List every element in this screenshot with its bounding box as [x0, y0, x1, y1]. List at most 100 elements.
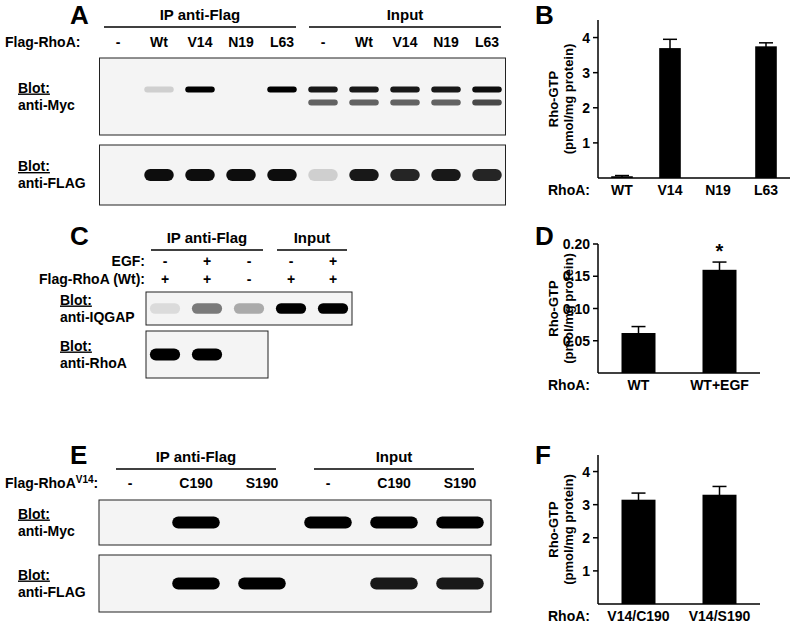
lane-label: -: [326, 475, 331, 491]
band: [226, 169, 256, 181]
lane-label: -: [247, 253, 252, 269]
y-tick-label: 3: [582, 65, 590, 81]
band: [267, 100, 297, 106]
band: [172, 578, 220, 590]
error-stem: [719, 262, 721, 277]
panel-letter: E: [70, 440, 87, 470]
lane-label: N19: [433, 34, 459, 50]
panel-letter: F: [535, 440, 551, 470]
error-stem: [638, 327, 640, 340]
blot-antibody: anti-Myc: [18, 523, 75, 539]
panel-letter: C: [70, 221, 89, 251]
band: [238, 578, 286, 590]
y-axis: [597, 20, 599, 178]
header-rule: [277, 249, 347, 251]
group-header: Input: [387, 6, 424, 23]
band: [185, 100, 215, 106]
blot-antibody: anti-FLAG: [18, 584, 86, 600]
band: [226, 87, 256, 93]
blot-label: Blot:: [18, 567, 50, 583]
group-header: Input: [294, 229, 331, 246]
y-tick-label: 1: [582, 135, 590, 151]
x-tick-label: N19: [705, 182, 731, 198]
bar: [659, 48, 681, 178]
lane-label: -: [289, 253, 294, 269]
x-label: RhoA:: [548, 377, 590, 393]
blot-frame: [99, 500, 491, 545]
band: [226, 100, 256, 106]
figure: AIP anti-FlagInputFlag-RhoA:-WtV14N19L63…: [0, 0, 800, 625]
lane-label: -: [321, 34, 326, 50]
y-tick-label: 2: [582, 100, 590, 116]
band: [308, 87, 338, 93]
band: [103, 87, 133, 93]
panel-letter: B: [535, 0, 554, 30]
x-tick-label: WT: [628, 377, 650, 393]
error-cap: [632, 326, 646, 328]
band: [308, 169, 338, 181]
header-rule: [309, 26, 501, 28]
lane-label: -: [247, 271, 252, 287]
x-tick-label: L63: [754, 182, 778, 198]
blot-panel: CIP anti-FlagInputEGF:-+--+Flag-RhoA (Wt…: [39, 221, 352, 378]
y-tick-label: 3: [582, 497, 590, 513]
blot-frame: [146, 292, 352, 325]
y-tick: [593, 340, 598, 342]
group-header: IP anti-Flag: [160, 6, 241, 23]
band: [192, 303, 222, 313]
y-label: Rho-GTP: [546, 280, 561, 337]
band: [472, 169, 502, 181]
y-label: (pmol/mg protein): [561, 474, 576, 585]
header-rule: [116, 468, 276, 470]
y-tick: [593, 142, 598, 144]
blot-antibody: anti-IQGAP: [60, 309, 135, 325]
band: [150, 349, 180, 361]
band: [472, 100, 502, 106]
blot-frame: [100, 145, 506, 205]
error-bar: [615, 176, 629, 177]
band: [390, 100, 420, 106]
plot-area: [611, 39, 777, 178]
error-cap: [713, 486, 727, 488]
y-label: (pmol/mg protein): [561, 44, 576, 155]
lane-label: +: [287, 271, 295, 287]
lane-label: -: [116, 34, 121, 50]
band: [349, 87, 379, 93]
plot-area: [622, 486, 737, 604]
band: [234, 303, 264, 313]
bar: [755, 46, 777, 178]
lane-label: +: [329, 271, 337, 287]
bar: [703, 495, 737, 604]
y-tick: [593, 308, 598, 310]
error-cap: [759, 42, 773, 44]
group-header: IP anti-Flag: [156, 448, 237, 465]
blot-antibody: anti-Myc: [18, 97, 75, 113]
lane-label: -: [163, 253, 168, 269]
blot-panel: EIP anti-FlagInputFlag-RhoAV14:-C190S190…: [5, 440, 491, 612]
group-header: IP anti-Flag: [167, 229, 248, 246]
lane-label: +: [203, 253, 211, 269]
x-tick-label: V14/S190: [689, 608, 751, 624]
header-rule: [104, 26, 296, 28]
band: [349, 169, 379, 181]
band: [349, 100, 379, 106]
lane-label: -: [128, 475, 133, 491]
row-label-text: Flag-RhoA: [5, 475, 76, 491]
error-bar: [713, 486, 727, 503]
y-tick: [593, 537, 598, 539]
y-axis: [597, 455, 599, 604]
group-header: Input: [376, 448, 413, 465]
lane-label: C190: [377, 475, 411, 491]
row-label-end: :: [94, 475, 99, 491]
y-tick: [593, 107, 598, 109]
error-bar: [632, 493, 646, 506]
row-label: Flag-RhoA:: [5, 34, 80, 50]
blot-frame: [146, 331, 268, 378]
band: [106, 578, 154, 590]
band: [238, 517, 286, 529]
x-tick-label: WT+EGF: [690, 377, 749, 393]
lane-label: V14: [188, 34, 213, 50]
band: [267, 169, 297, 181]
y-label: Rho-GTP: [546, 71, 561, 128]
bar: [622, 500, 656, 604]
